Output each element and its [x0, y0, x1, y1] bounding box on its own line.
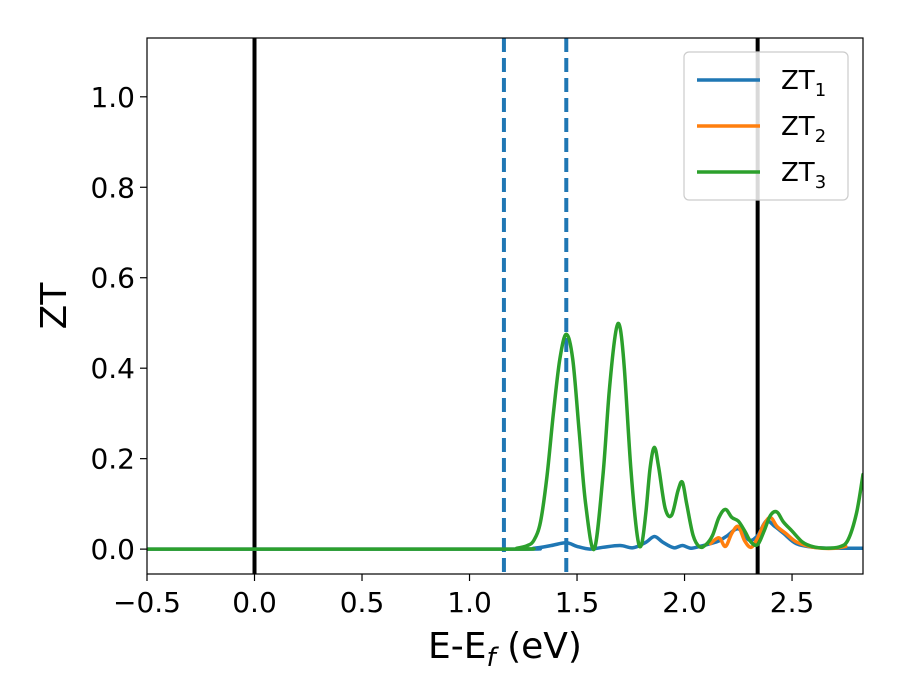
- x-axis-ticks: −0.5 0.0 0.5 1.0 1.5 2.0 2.5: [113, 574, 814, 619]
- y-tick-label: 1.0: [90, 81, 135, 114]
- y-tick-label: 0.4: [90, 352, 135, 385]
- y-axis-label: ZT: [34, 282, 75, 330]
- x-tick-label: −0.5: [113, 586, 181, 619]
- y-tick-label: 0.8: [90, 171, 135, 204]
- legend: ZT1 ZT2 ZT3: [683, 51, 849, 201]
- x-axis-label: E-Ef (eV): [428, 626, 582, 673]
- y-axis-ticks: 0.0 0.2 0.4 0.6 0.8 1.0: [90, 81, 147, 566]
- y-tick-label: 0.0: [90, 533, 135, 566]
- reference-lines: [252, 38, 760, 574]
- y-tick-label: 0.6: [90, 262, 135, 295]
- legend-label-zt2: ZT2: [781, 112, 826, 147]
- series-layer: [147, 321, 863, 552]
- x-tick-label: 2.0: [662, 586, 707, 619]
- legend-label-zt3: ZT3: [781, 158, 826, 193]
- series-line-zt3: [147, 321, 863, 552]
- x-tick-label: 2.5: [770, 586, 815, 619]
- legend-label-zt1: ZT1: [781, 66, 826, 101]
- x-tick-label: 1.0: [447, 586, 492, 619]
- x-tick-label: 1.5: [555, 586, 600, 619]
- x-tick-label: 0.0: [232, 586, 277, 619]
- x-tick-label: 0.5: [340, 586, 385, 619]
- plot-frame: [146, 37, 864, 575]
- y-tick-label: 0.2: [90, 443, 135, 476]
- series-line-zt2: [708, 515, 848, 551]
- legend-box: [683, 51, 849, 201]
